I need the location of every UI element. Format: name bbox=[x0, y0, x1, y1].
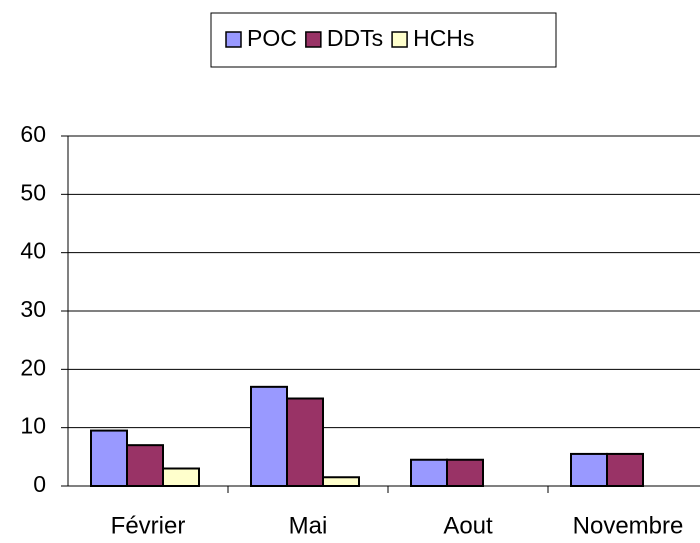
bar bbox=[90, 429, 128, 488]
y-tick-label: 10 bbox=[20, 413, 46, 439]
y-tick-label: 30 bbox=[20, 296, 46, 322]
legend-label: HCHs bbox=[413, 25, 474, 51]
legend-box bbox=[210, 12, 557, 68]
bar bbox=[410, 458, 448, 487]
x-tick-label: Février bbox=[111, 512, 186, 539]
bar bbox=[570, 452, 608, 487]
bar bbox=[606, 452, 644, 487]
bar bbox=[250, 385, 288, 488]
bar bbox=[322, 476, 360, 487]
legend-swatch bbox=[391, 31, 408, 48]
x-tick-label: Aout bbox=[443, 512, 493, 539]
legend-swatch bbox=[225, 31, 242, 48]
legend-label: DDTs bbox=[327, 25, 383, 51]
y-tick-label: 50 bbox=[20, 179, 46, 205]
bar bbox=[126, 444, 164, 487]
bar bbox=[162, 467, 200, 487]
legend-swatch bbox=[305, 31, 322, 48]
legend-label: POC bbox=[247, 25, 297, 51]
x-tick-label: Novembre bbox=[573, 512, 684, 539]
y-tick-label: 0 bbox=[33, 471, 46, 497]
bar bbox=[286, 397, 324, 487]
y-tick-label: 40 bbox=[20, 238, 46, 264]
x-tick-label: Mai bbox=[289, 512, 328, 539]
y-tick-label: 20 bbox=[20, 354, 46, 380]
bar bbox=[446, 458, 484, 487]
y-tick-label: 60 bbox=[20, 121, 46, 147]
